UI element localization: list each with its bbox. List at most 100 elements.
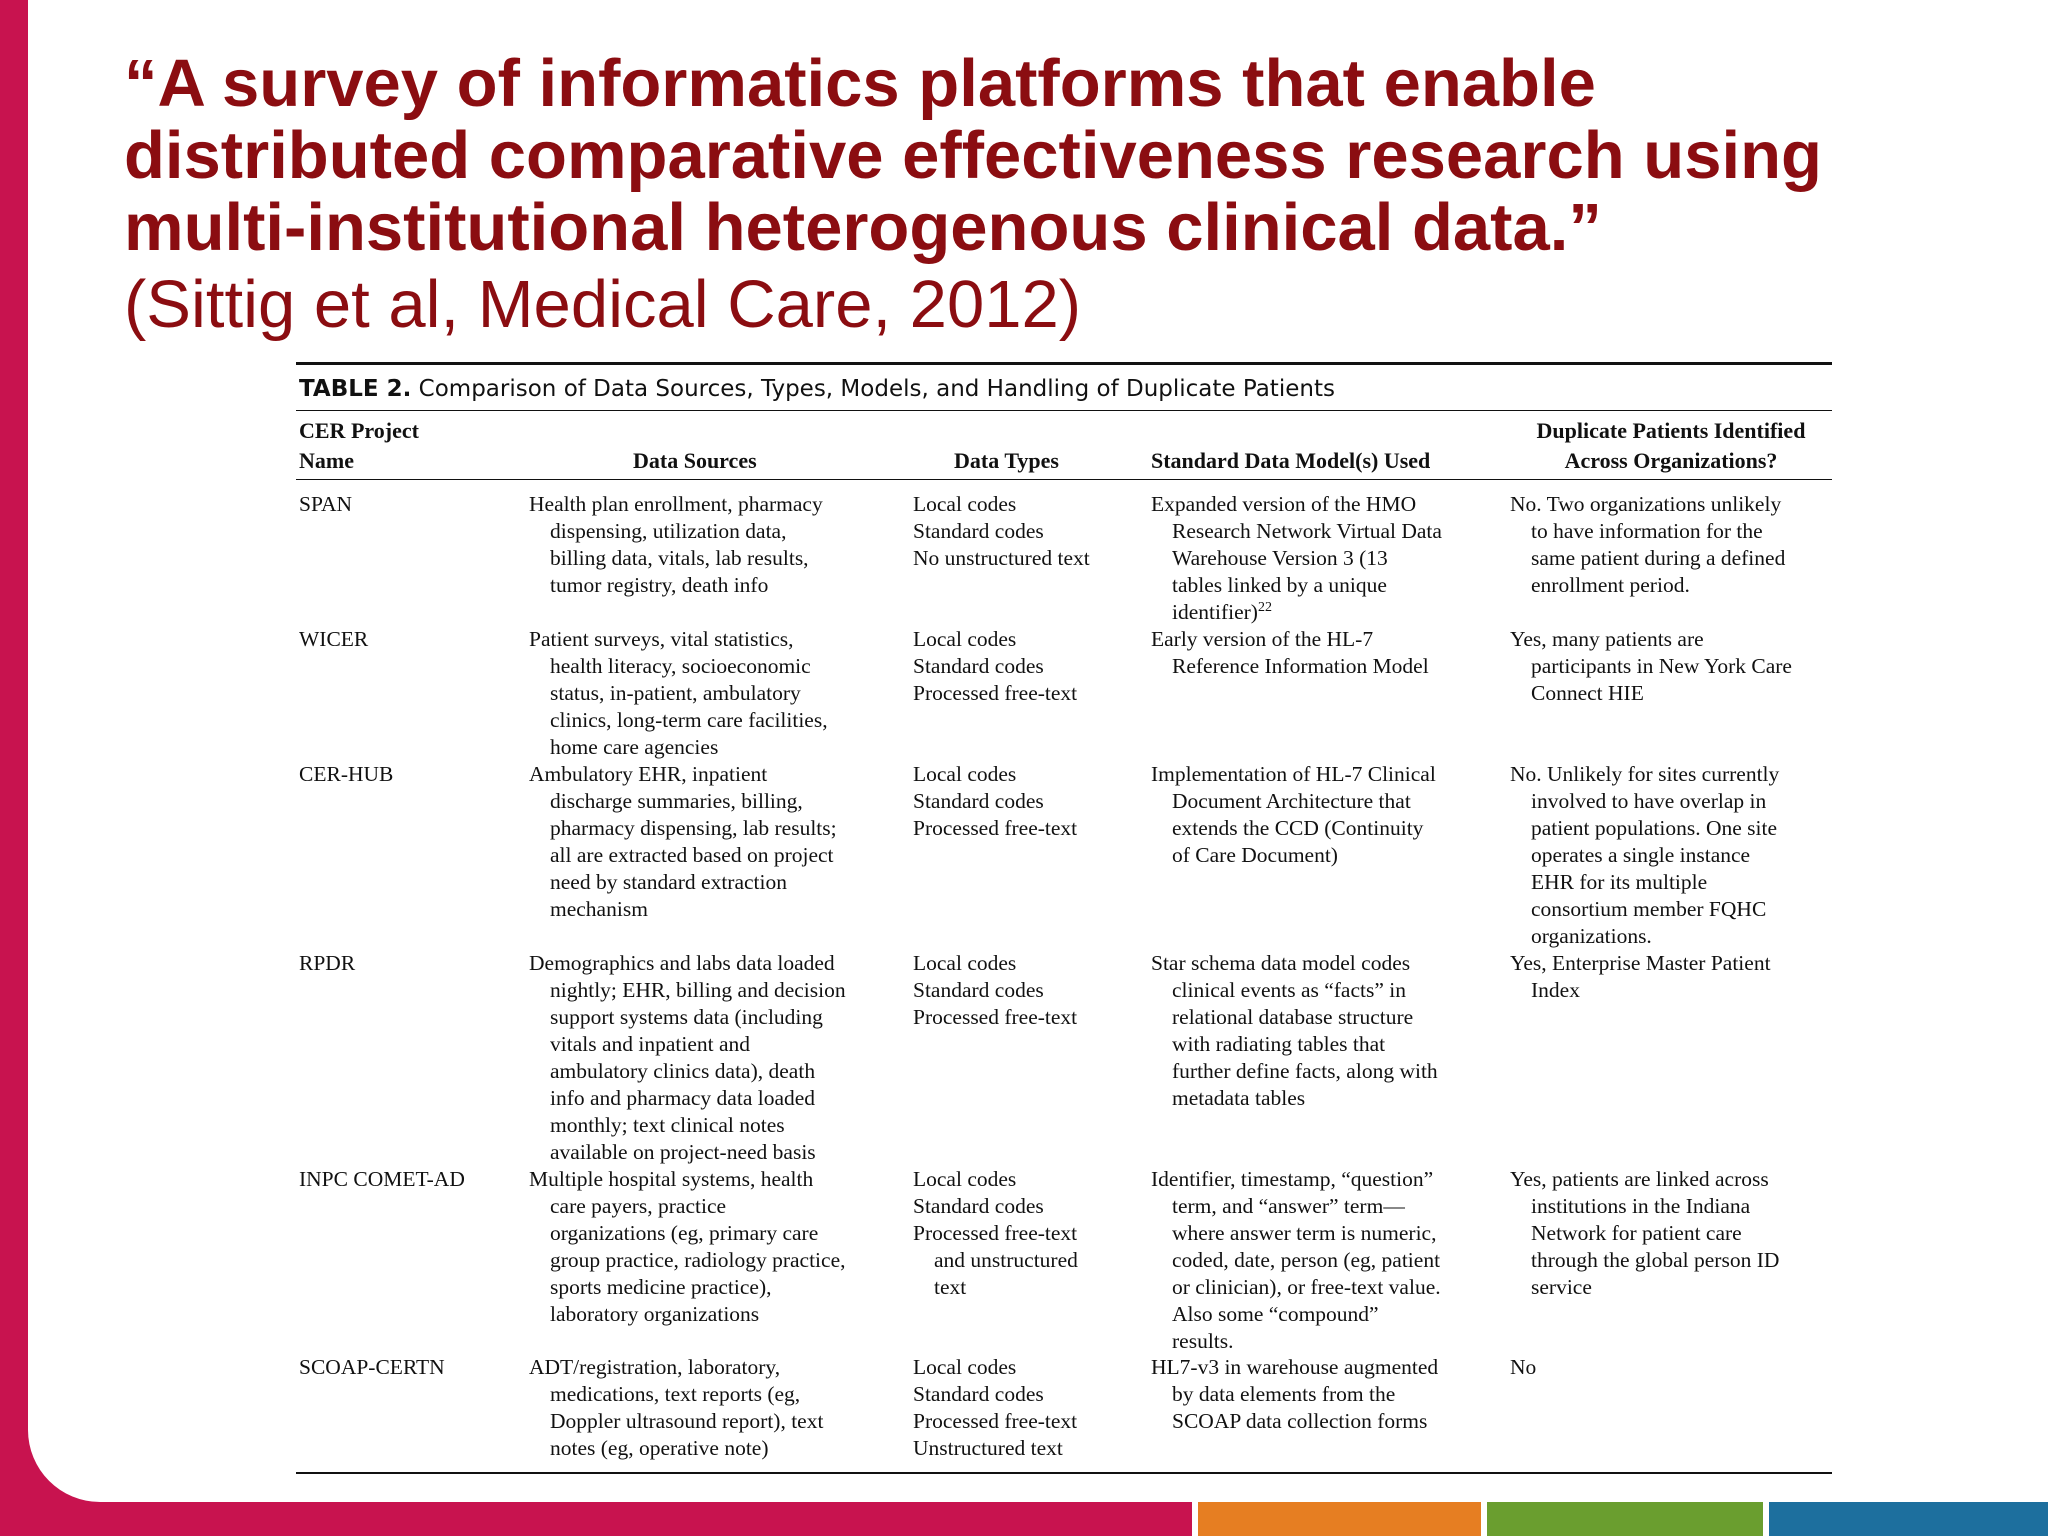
cell-data-types-line: Processed free-text [913, 1408, 1133, 1435]
project-name: WICER [299, 627, 369, 651]
cell-data-model-line: Warehouse Version 3 (13 [1151, 545, 1501, 572]
cell-data-model: Identifier, timestamp, “question” term, a… [1151, 1166, 1501, 1355]
cell-text: Processed free-text [913, 1221, 1078, 1245]
cell-duplicates-line: operates a single instance [1510, 842, 1830, 869]
project-name: SCOAP-CERTN [299, 1355, 445, 1379]
cell-text: Identifier, timestamp, “question” [1151, 1167, 1434, 1191]
cell-project-name: SPAN [299, 491, 519, 518]
reference-superscript: 22 [1257, 599, 1272, 615]
cell-text: further define facts, along with [1172, 1059, 1438, 1083]
cell-text: billing data, vitals, lab results, [550, 546, 809, 570]
cell-data-types: Local codes Standard codes Processed free-… [913, 761, 1133, 842]
cell-text: Local codes [913, 951, 1017, 975]
cell-duplicates-line: Network for patient care [1510, 1220, 1830, 1247]
cell-text: No. Two organizations unlikely [1510, 492, 1782, 516]
cell-data-model-line: of Care Document) [1151, 842, 1501, 869]
cell-data-model-line: where answer term is numeric, [1151, 1220, 1501, 1247]
cell-text: ambulatory clinics data), death [550, 1059, 816, 1083]
cell-text: organizations. [1531, 924, 1652, 948]
cell-project-name: SCOAP-CERTN [299, 1354, 519, 1381]
cell-duplicates: No. Two organizations unlikely to have in… [1510, 491, 1830, 599]
cell-data-sources-line: Demographics and labs data loaded [529, 950, 889, 977]
cell-data-sources-line: Multiple hospital systems, health [529, 1166, 889, 1193]
cell-data-types: Local codes Standard codes No unstructured… [913, 491, 1133, 572]
cell-project-name: WICER [299, 626, 519, 653]
cell-text: care payers, practice [550, 1194, 727, 1218]
cell-text: Local codes [913, 762, 1017, 786]
cell-data-sources-line: mechanism [529, 896, 889, 923]
cell-duplicates-line: through the global person ID [1510, 1247, 1830, 1274]
cell-data-types-line: Processed free-text [913, 680, 1133, 707]
cell-duplicates-line: Yes, Enterprise Master Patient [1510, 950, 1830, 977]
cell-duplicates-line: No [1510, 1354, 1830, 1381]
cell-duplicates: No [1510, 1354, 1830, 1381]
cell-text: support systems data (including [550, 1005, 823, 1029]
cell-data-sources-line: ADT/registration, laboratory, [529, 1354, 889, 1381]
footer-bar-blue [1769, 1502, 2048, 1536]
table-caption-rule [296, 410, 1832, 411]
cell-text: Processed free-text [913, 1409, 1078, 1433]
slide-title: “A survey of informatics platforms that … [124, 48, 2004, 264]
cell-text: Connect HIE [1531, 681, 1644, 705]
cell-text: Research Network Virtual Data [1172, 519, 1442, 543]
cell-data-sources-line: billing data, vitals, lab results, [529, 545, 889, 572]
cell-text: Processed free-text [913, 1005, 1078, 1029]
cell-data-sources-line: medications, text reports (eg, [529, 1381, 889, 1408]
cell-duplicates: No. Unlikely for sites currently involved… [1510, 761, 1830, 950]
cell-data-types-line: Standard codes [913, 977, 1133, 1004]
cell-text: with radiating tables that [1172, 1032, 1386, 1056]
cell-data-model-line: further define facts, along with [1151, 1058, 1501, 1085]
table-bottom-rule [296, 1472, 1832, 1474]
cell-project-name: CER-HUB [299, 761, 519, 788]
cell-project-name: RPDR [299, 950, 519, 977]
cell-text: Standard codes [913, 519, 1044, 543]
header-duplicates: Duplicate Patients Identified Across Org… [1516, 416, 1826, 476]
cell-text: to have information for the [1531, 519, 1763, 543]
cell-text: ADT/registration, laboratory, [529, 1355, 781, 1379]
cell-data-types: Local codes Standard codes Processed free-… [913, 1354, 1133, 1462]
header-duplicates-line: Duplicate Patients Identified [1536, 418, 1806, 443]
cell-text: enrollment period. [1531, 573, 1690, 597]
cell-text: tables linked by a unique [1172, 573, 1387, 597]
project-name: CER-HUB [299, 762, 394, 786]
cell-data-model-line: term, and “answer” term— [1151, 1193, 1501, 1220]
cell-duplicates-line: Yes, patients are linked across [1510, 1166, 1830, 1193]
cell-project-name: INPC COMET-AD [299, 1166, 519, 1193]
cell-data-types-line: Local codes [913, 950, 1133, 977]
cell-data-model-line: Expanded version of the HMO [1151, 491, 1501, 518]
slide-corner-curve [28, 1384, 188, 1502]
cell-text: laboratory organizations [550, 1302, 760, 1326]
cell-text: Yes, patients are linked across [1510, 1167, 1769, 1191]
cell-data-types-line: Local codes [913, 1354, 1133, 1381]
cell-data-model-line: identifier)22 [1151, 599, 1501, 626]
comparison-table: TABLE 2. Comparison of Data Sources, Typ… [296, 362, 1832, 1474]
header-types: Data Types [954, 448, 1059, 473]
cell-data-model-line: tables linked by a unique [1151, 572, 1501, 599]
cell-duplicates-line: Index [1510, 977, 1830, 1004]
cell-text: EHR for its multiple [1531, 870, 1708, 894]
cell-duplicates-line: service [1510, 1274, 1830, 1301]
cell-text: by data elements from the [1172, 1382, 1396, 1406]
cell-data-sources-line: need by standard extraction [529, 869, 889, 896]
cell-duplicates-line: No. Unlikely for sites currently [1510, 761, 1830, 788]
header-project-line: CER Project [299, 418, 419, 443]
cell-text: Local codes [913, 492, 1017, 516]
cell-data-sources-line: status, in-patient, ambulatory [529, 680, 889, 707]
cell-text: Standard codes [913, 1382, 1044, 1406]
cell-data-types: Local codes Standard codes Processed free-… [913, 950, 1133, 1031]
cell-text: info and pharmacy data loaded [550, 1086, 816, 1110]
cell-text: Star schema data model codes [1151, 951, 1411, 975]
cell-duplicates-line: enrollment period. [1510, 572, 1830, 599]
cell-text: available on project-need basis [550, 1140, 816, 1164]
cell-text: Yes, many patients are [1510, 627, 1704, 651]
cell-text: Warehouse Version 3 (13 [1172, 546, 1388, 570]
table-caption-label: TABLE 2. [299, 376, 412, 402]
cell-text: and unstructured [934, 1248, 1078, 1272]
cell-text: patient populations. One site [1531, 816, 1778, 840]
cell-data-sources-line: health literacy, socioeconomic [529, 653, 889, 680]
cell-data-sources: Demographics and labs data loaded nightly… [529, 950, 889, 1166]
cell-data-sources-line: pharmacy dispensing, lab results; [529, 815, 889, 842]
cell-data-sources: Multiple hospital systems, health care pa… [529, 1166, 889, 1328]
cell-data-types-line: Local codes [913, 626, 1133, 653]
cell-text: clinics, long-term care facilities, [550, 708, 828, 732]
